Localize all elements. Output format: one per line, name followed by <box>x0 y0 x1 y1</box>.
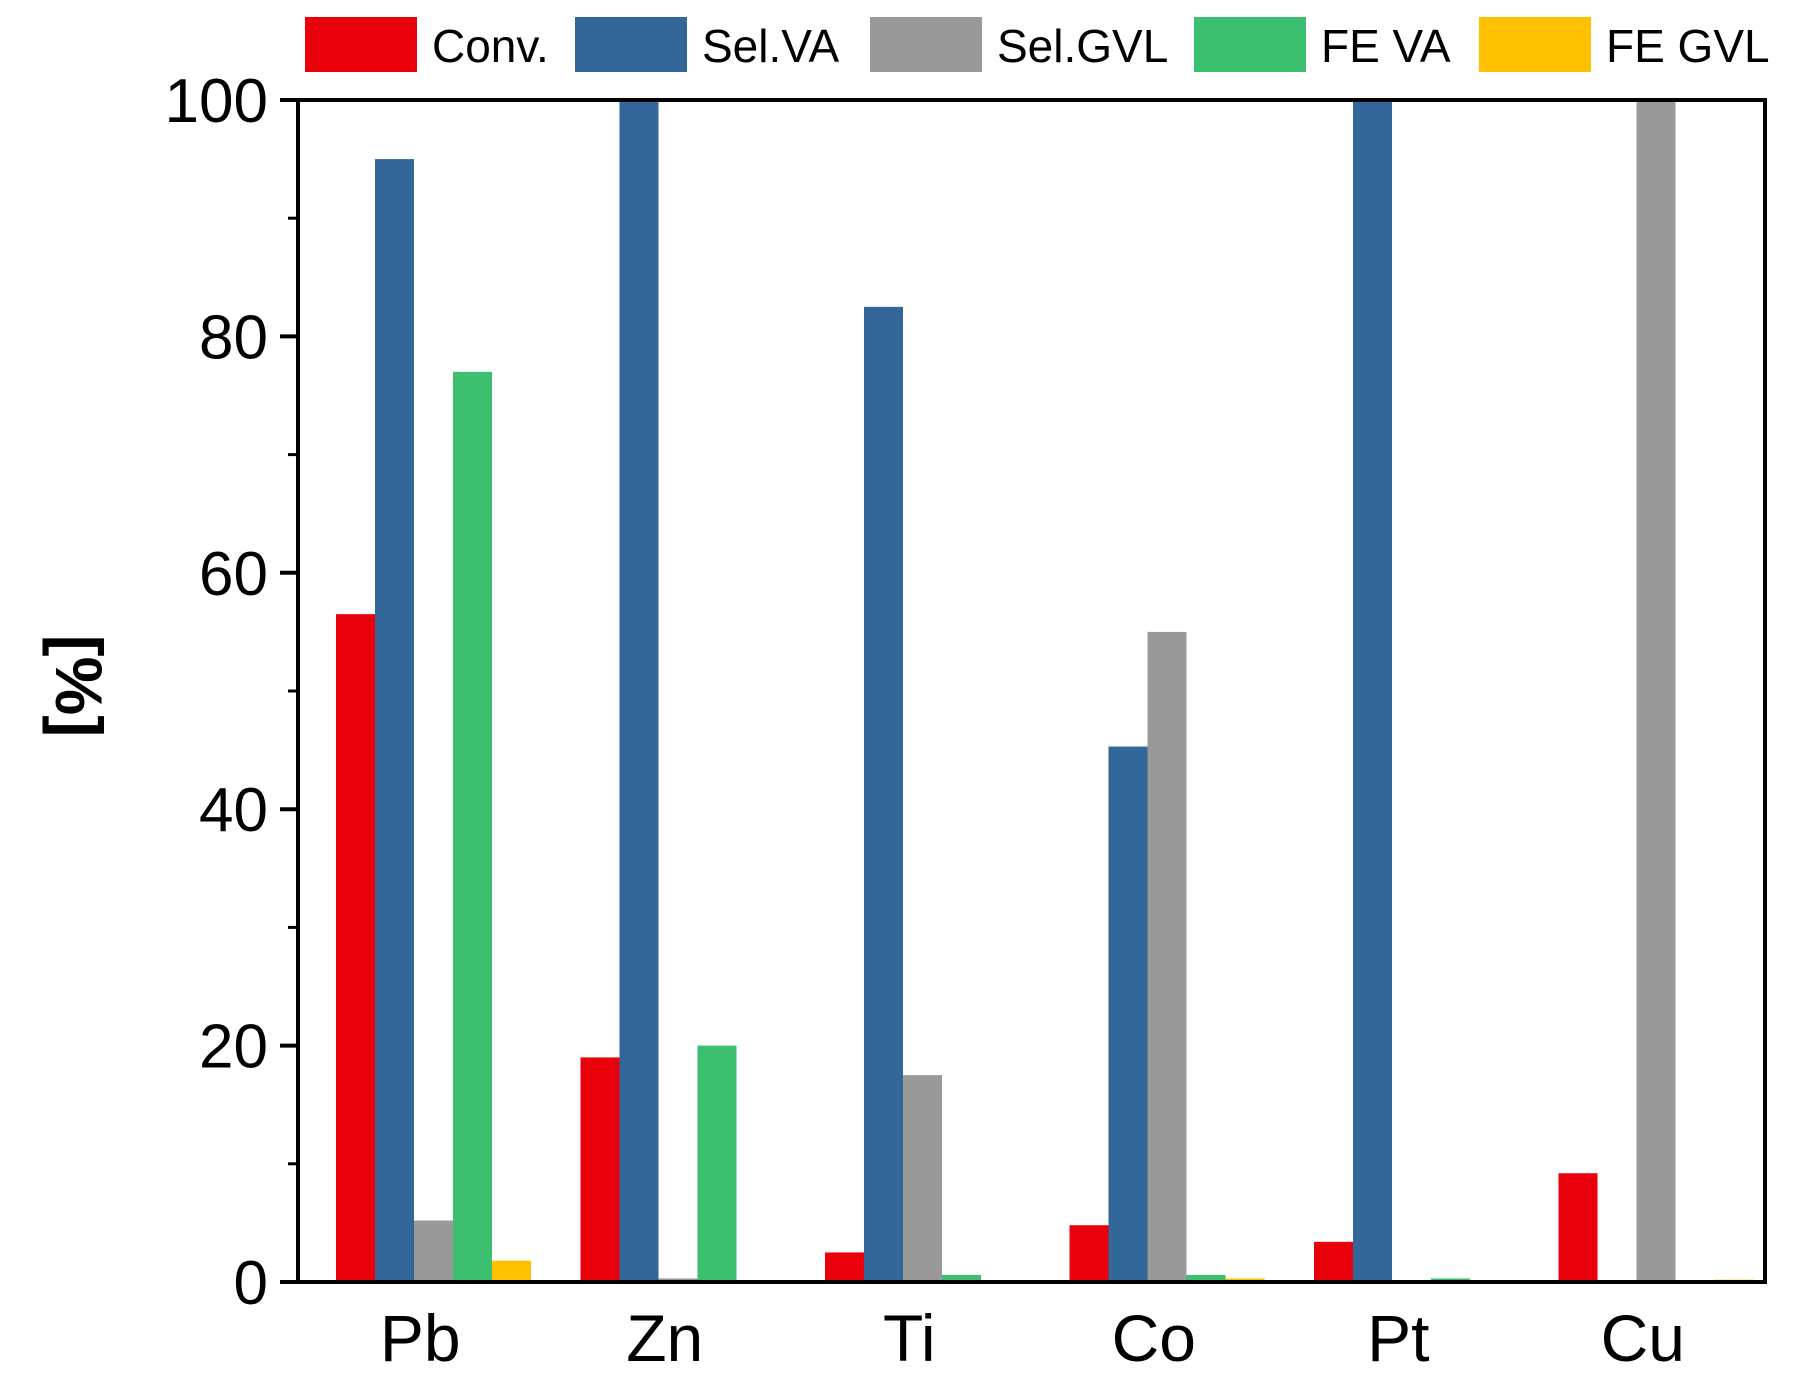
bar-sel-gvl-co <box>1147 631 1187 1282</box>
legend-swatch <box>575 17 687 72</box>
legend-label: FE GVL <box>1606 20 1770 72</box>
y-tick-label: 40 <box>199 776 268 845</box>
bar-fe-va-co <box>1186 1274 1226 1282</box>
y-axis-ticks: 0 20 40 60 80 100 <box>165 67 298 1318</box>
x-category-label: Ti <box>883 1301 936 1375</box>
legend-swatch <box>1479 17 1591 72</box>
y-tick-label: 0 <box>234 1249 268 1318</box>
bar-series <box>336 100 1754 1283</box>
x-category-label: Cu <box>1601 1301 1685 1375</box>
y-tick-label: 80 <box>199 303 268 372</box>
bar-fe-va-pb <box>453 371 492 1282</box>
x-axis-categories: Pb Zn Ti Co Pt Cu <box>380 1301 1685 1375</box>
legend-swatch <box>305 17 417 72</box>
bar-sel-gvl-ti <box>903 1075 942 1282</box>
bar-conv-co <box>1069 1225 1109 1282</box>
x-category-label: Co <box>1112 1301 1196 1375</box>
x-category-label: Pt <box>1367 1301 1429 1375</box>
bar-sel-va-pb <box>375 159 414 1283</box>
legend-label: FE VA <box>1321 20 1451 72</box>
bar-conv-pb <box>336 614 375 1282</box>
legend-label: Sel.VA <box>702 20 840 72</box>
bar-sel-gvl-cu <box>1636 100 1676 1282</box>
bar-conv-cu <box>1558 1173 1598 1282</box>
legend-label: Sel.GVL <box>997 20 1168 72</box>
bar-fe-va-zn <box>697 1045 737 1282</box>
y-tick-label: 60 <box>199 540 268 609</box>
plot-frame <box>296 98 1767 1284</box>
legend-label: Conv. <box>432 20 549 72</box>
bar-sel-gvl-pb <box>414 1220 453 1282</box>
y-tick-label: 100 <box>165 67 268 136</box>
bar-sel-va-pt <box>1353 100 1392 1282</box>
axes <box>296 98 1767 1284</box>
y-tick-label: 20 <box>199 1013 268 1082</box>
bar-conv-pt <box>1314 1241 1353 1282</box>
bar-conv-ti <box>825 1252 864 1282</box>
bar-sel-va-zn <box>619 100 659 1282</box>
bar-sel-va-co <box>1108 746 1148 1282</box>
x-category-label: Pb <box>380 1301 461 1375</box>
bar-sel-va-ti <box>864 306 903 1283</box>
bar-fe-va-ti <box>942 1274 981 1282</box>
bar-conv-zn <box>580 1057 620 1282</box>
x-category-label: Zn <box>626 1301 703 1375</box>
bar-fe-gvl-pb <box>492 1260 531 1282</box>
legend-swatch <box>1194 17 1306 72</box>
legend: Conv. Sel.VA Sel.GVL FE VA FE GVL <box>305 17 1770 72</box>
legend-swatch <box>870 17 982 72</box>
y-axis-title: [%] <box>42 635 116 738</box>
